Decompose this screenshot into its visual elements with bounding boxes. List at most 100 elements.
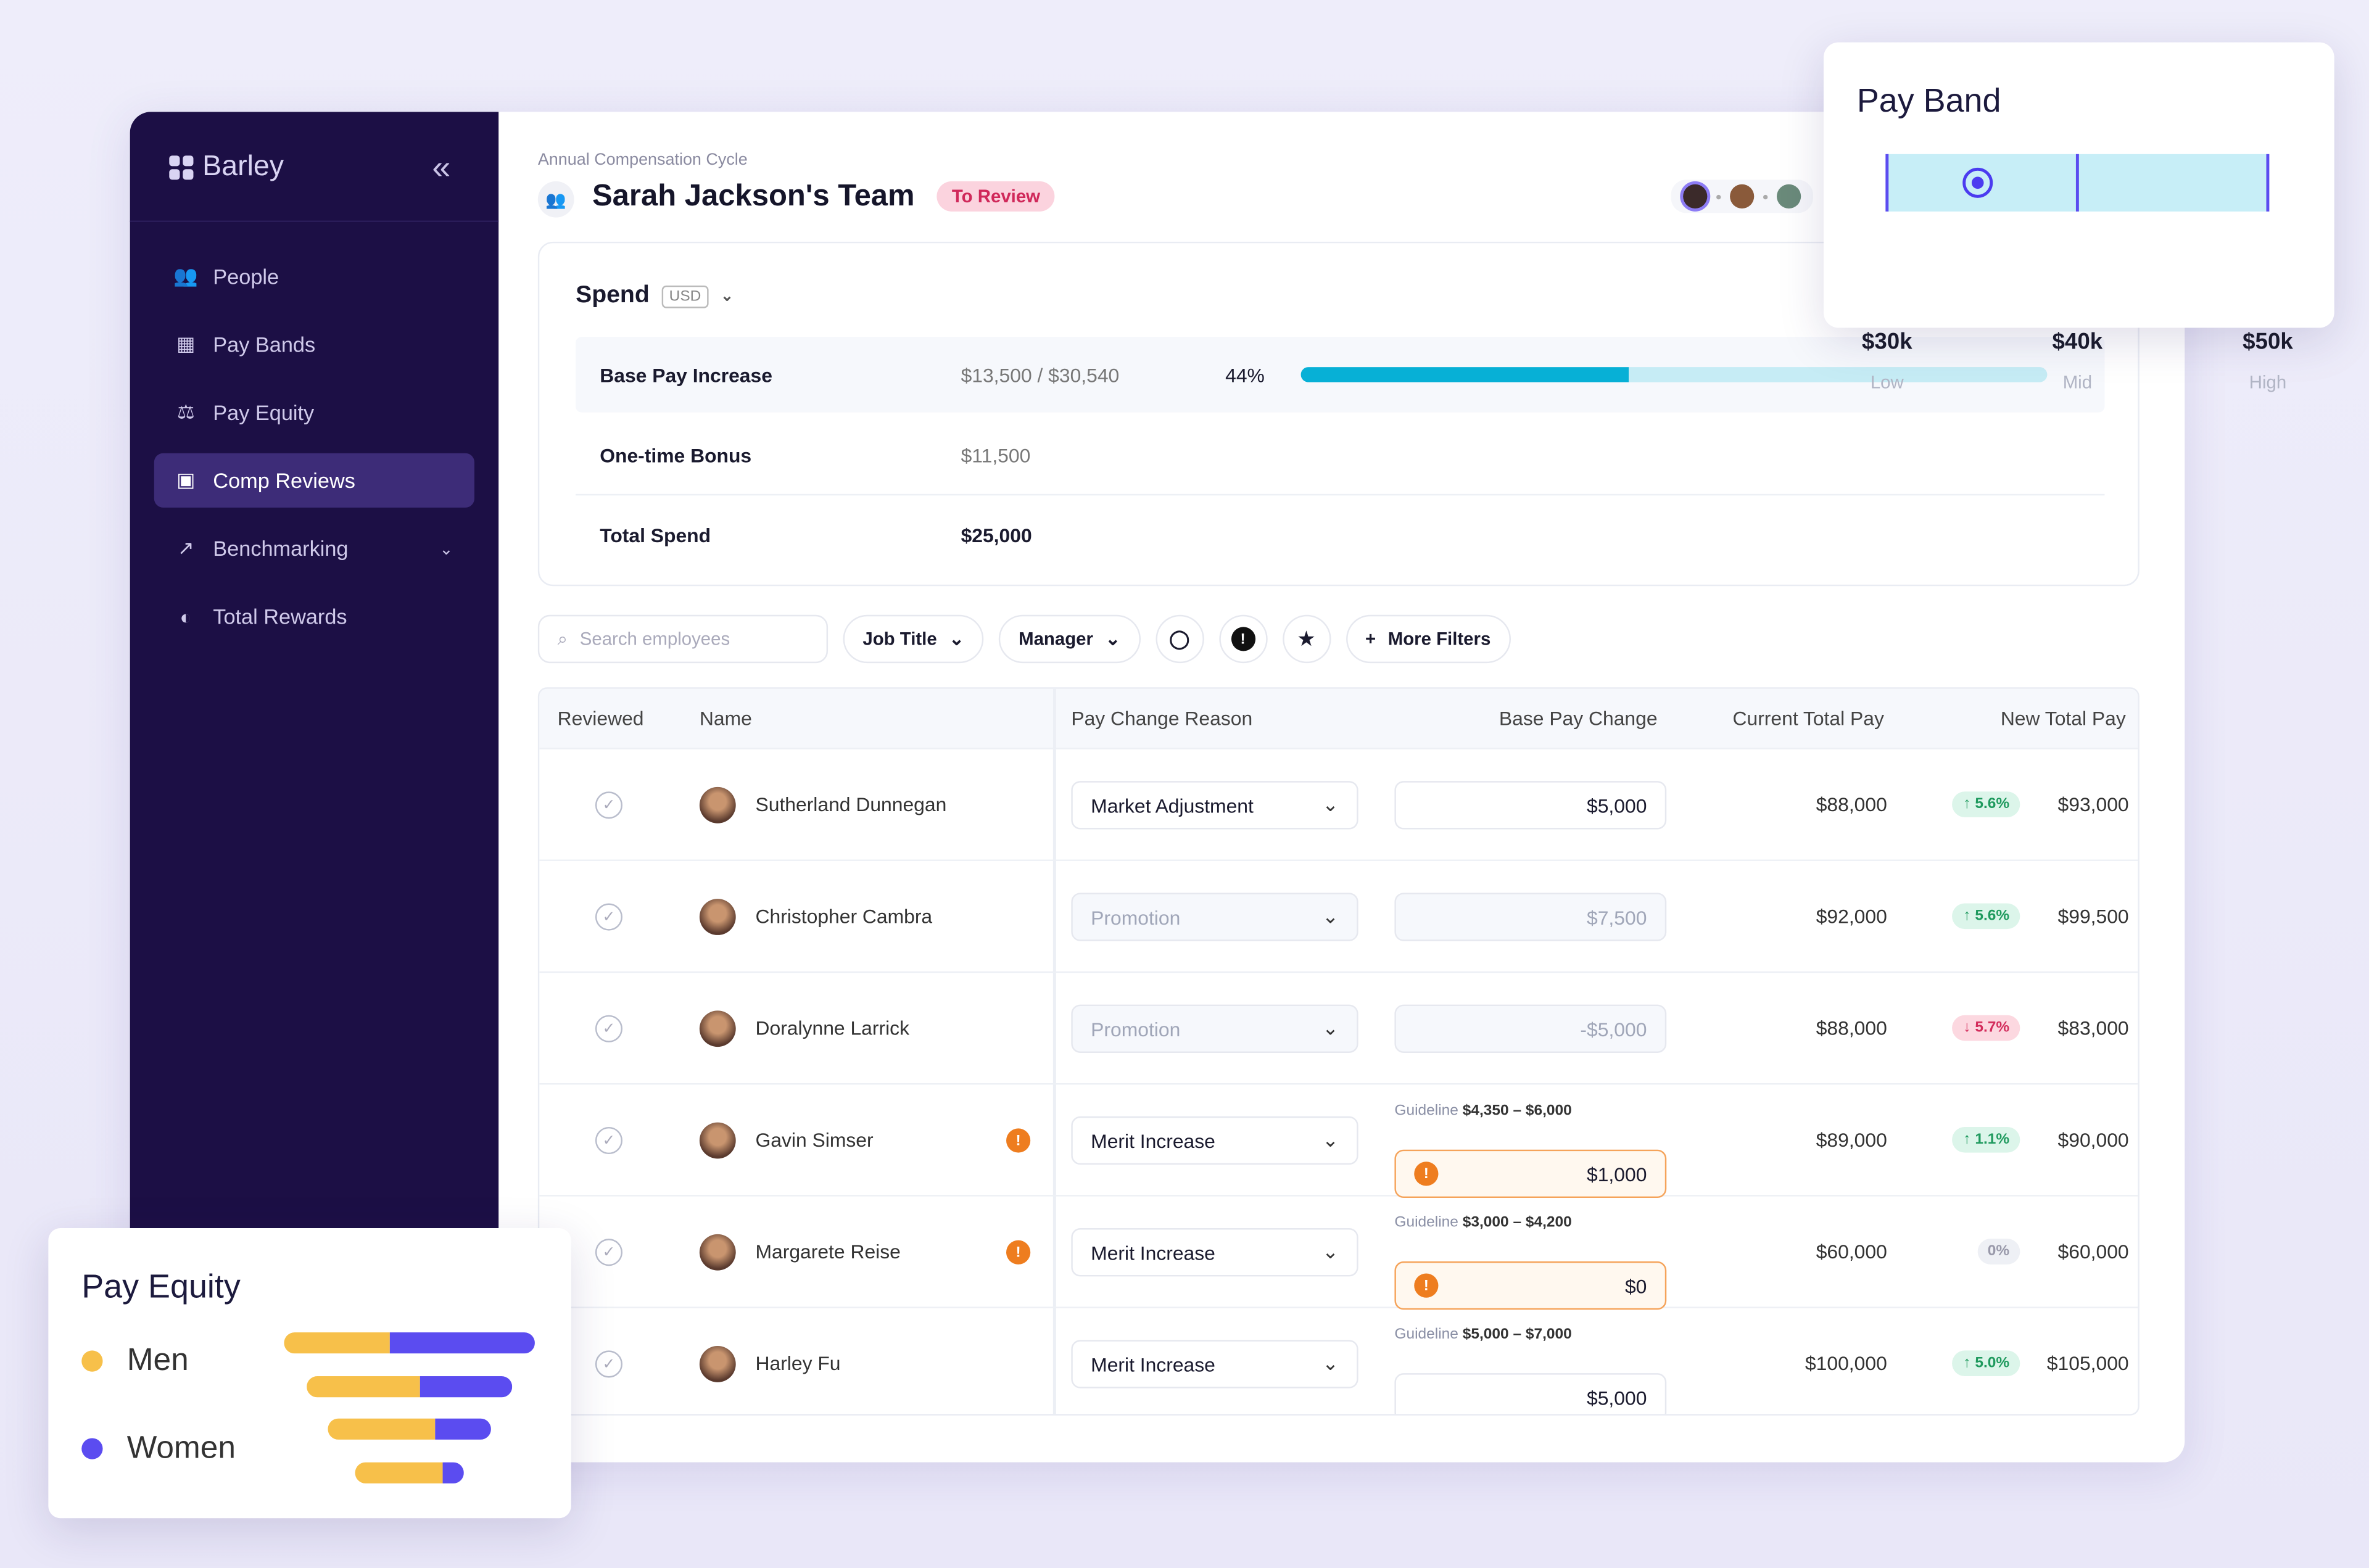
- column-divider: [1052, 688, 1056, 1414]
- more-filters-button[interactable]: + More Filters: [1346, 614, 1511, 664]
- spend-value: $25,000: [961, 523, 1032, 547]
- pay-change-reason-select[interactable]: Merit Increase ⌄: [1071, 1228, 1358, 1277]
- current-total-pay: $100,000: [1805, 1351, 1887, 1375]
- sidebar-item-comp-reviews[interactable]: ▣ Comp Reviews: [154, 453, 474, 508]
- base-pay-change-input[interactable]: ! $1,000: [1394, 1149, 1667, 1199]
- base-pay-change-input[interactable]: $5,000: [1394, 1373, 1667, 1414]
- alert-icon: !: [1230, 627, 1255, 651]
- manager-filter[interactable]: Manager ⌄: [999, 614, 1141, 664]
- warning-icon[interactable]: !: [1006, 1240, 1031, 1265]
- employee-name[interactable]: Sutherland Dunnegan: [755, 793, 947, 816]
- column-header[interactable]: Pay Change Reason: [1071, 707, 1253, 730]
- avatar: [1730, 184, 1755, 208]
- current-total-pay: $60,000: [1816, 1240, 1887, 1263]
- sidebar-item-label: Benchmarking: [213, 536, 349, 561]
- employee-name[interactable]: Gavin Simser: [755, 1128, 874, 1152]
- new-total-pay: $90,000: [2057, 1128, 2129, 1152]
- spend-header[interactable]: Spend USD ⌄: [576, 283, 734, 310]
- base-pay-change-input[interactable]: $5,000: [1394, 781, 1667, 830]
- employee-name[interactable]: Doralynne Larrick: [755, 1017, 909, 1039]
- sidebar-item-total-rewards[interactable]: ◐ Total Rewards: [154, 589, 474, 643]
- change-percent-badge: ↓ 5.7%: [1953, 1015, 2020, 1041]
- new-total-pay: $99,500: [2057, 904, 2129, 928]
- table-row[interactable]: ✓ Doralynne Larrick Promotion ⌄ -$5,000 $88…: [539, 973, 2138, 1085]
- pay-band-marker[interactable]: [1963, 167, 1994, 198]
- reviewed-checkbox[interactable]: ✓: [595, 903, 622, 931]
- column-header[interactable]: Current Total Pay: [1732, 707, 1884, 730]
- column-header[interactable]: Name: [699, 707, 752, 730]
- pay-change-reason-select[interactable]: Promotion ⌄: [1071, 1004, 1358, 1053]
- avatar: [1777, 184, 1801, 208]
- change-percent-badge: 0%: [1977, 1239, 2020, 1265]
- employee-name[interactable]: Margarete Reise: [755, 1240, 901, 1263]
- collapse-sidebar-icon[interactable]: «: [432, 148, 451, 186]
- input-value: $0: [1624, 1274, 1647, 1297]
- legend-label: Men: [126, 1343, 189, 1378]
- spend-label: Total Spend: [600, 523, 711, 547]
- table-row[interactable]: ✓ Margarete Reise! Merit Increase ⌄ Guideli…: [539, 1197, 2138, 1310]
- pay-change-reason-select[interactable]: Promotion ⌄: [1071, 893, 1358, 941]
- legend-dot: [81, 1350, 103, 1372]
- table-row[interactable]: ✓ Christopher Cambra Promotion ⌄ $7,500 $92…: [539, 861, 2138, 973]
- sidebar-item-pay-bands[interactable]: ▦ Pay Bands: [154, 317, 474, 371]
- avatar: [699, 899, 736, 935]
- filter-label: More Filters: [1387, 628, 1491, 650]
- pay-bands-icon: ▦: [176, 332, 196, 355]
- spend-progress-bar: [1300, 367, 2048, 382]
- base-pay-change-input[interactable]: $7,500: [1394, 893, 1667, 941]
- column-header[interactable]: Base Pay Change: [1499, 707, 1658, 730]
- brand-logo[interactable]: Barley: [169, 151, 284, 184]
- comment-filter-button[interactable]: ◯: [1155, 614, 1204, 664]
- chevron-down-icon[interactable]: ⌄: [721, 287, 734, 305]
- arrow-up-icon: ↑: [1963, 796, 1975, 813]
- pay-change-reason-select[interactable]: Market Adjustment ⌄: [1071, 781, 1358, 830]
- warning-icon[interactable]: !: [1006, 1128, 1031, 1153]
- pay-change-reason-select[interactable]: Merit Increase ⌄: [1071, 1340, 1358, 1389]
- reviewed-checkbox[interactable]: ✓: [595, 791, 622, 819]
- table-row[interactable]: ✓ Sutherland Dunnegan Market Adjustment ⌄ $…: [539, 749, 2138, 861]
- column-header[interactable]: New Total Pay: [2000, 707, 2126, 730]
- sidebar-item-label: Pay Equity: [213, 400, 315, 425]
- sidebar-item-pay-equity[interactable]: ⚖ Pay Equity: [154, 385, 474, 439]
- pay-band-card: Pay Band $30k Low $40k Mid $50k High: [1823, 42, 2334, 393]
- reviewed-checkbox[interactable]: ✓: [595, 1126, 622, 1155]
- change-percent-badge: ↑ 5.6%: [1953, 903, 2020, 930]
- chevron-down-icon[interactable]: ⌄: [439, 540, 453, 558]
- new-total-pay: $105,000: [2046, 1351, 2129, 1375]
- alert-filter-button[interactable]: !: [1218, 614, 1267, 664]
- filter-bar: ⌕ Search employees Job Title ⌄ Manager ⌄ ◯ …: [537, 614, 1511, 664]
- spend-row-bonus: One-time Bonus $11,500: [576, 417, 2104, 492]
- sidebar-item-people[interactable]: 👥 People: [154, 249, 474, 303]
- column-header[interactable]: Reviewed: [557, 707, 644, 730]
- breadcrumb[interactable]: Annual Compensation Cycle: [537, 151, 748, 170]
- chevron-down-icon: ⌄: [1322, 1017, 1339, 1039]
- barley-logo-icon: [169, 155, 194, 180]
- currency-badge: USD: [661, 284, 709, 308]
- spend-value: $11,500: [961, 443, 1031, 466]
- percent-value: 0%: [1987, 1243, 2010, 1260]
- table-row[interactable]: ✓ Harley Fu Merit Increase ⌄ Guideline $5,0…: [539, 1308, 2138, 1414]
- women-segment: [389, 1332, 535, 1354]
- employee-name[interactable]: Christopher Cambra: [755, 904, 933, 928]
- search-input[interactable]: ⌕ Search employees: [537, 614, 829, 664]
- percent-value: 1.1%: [1975, 1131, 2010, 1149]
- reviewed-checkbox[interactable]: ✓: [595, 1239, 622, 1266]
- avatar: [1683, 184, 1708, 208]
- equity-bar: [328, 1418, 491, 1440]
- rewards-icon: ◐: [180, 605, 192, 628]
- avatar: [699, 786, 736, 823]
- reviewer-avatars[interactable]: [1671, 179, 1813, 213]
- sidebar-item-label: Pay Bands: [213, 332, 316, 357]
- pay-change-reason-select[interactable]: Merit Increase ⌄: [1071, 1116, 1358, 1165]
- base-pay-change-input[interactable]: -$5,000: [1394, 1004, 1667, 1053]
- guideline-range: $5,000 – $7,000: [1462, 1326, 1572, 1343]
- job-title-filter[interactable]: Job Title ⌄: [843, 614, 984, 664]
- employee-name[interactable]: Harley Fu: [755, 1351, 841, 1375]
- reviewed-checkbox[interactable]: ✓: [595, 1350, 622, 1378]
- sidebar-item-benchmarking[interactable]: ↗ Benchmarking ⌄: [154, 521, 474, 576]
- table-row[interactable]: ✓ Gavin Simser! Merit Increase ⌄ Guideline …: [539, 1084, 2138, 1199]
- base-pay-change-input[interactable]: ! $0: [1394, 1261, 1667, 1310]
- reviewed-checkbox[interactable]: ✓: [595, 1015, 622, 1042]
- star-filter-button[interactable]: ★: [1282, 614, 1331, 664]
- guideline-label: Guideline: [1394, 1326, 1458, 1343]
